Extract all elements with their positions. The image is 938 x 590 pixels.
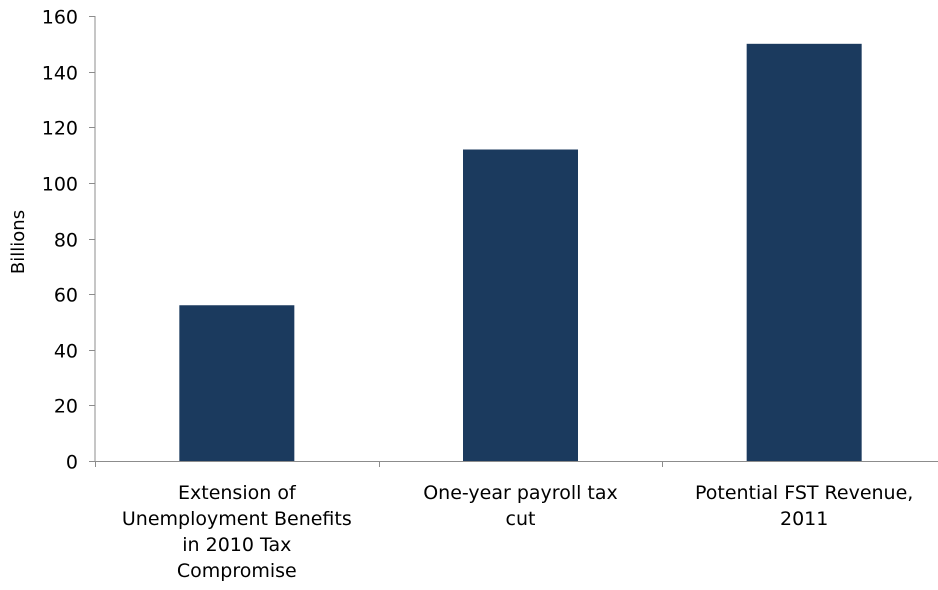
x-tick-label-line: Unemployment Benefits xyxy=(122,508,352,530)
bar xyxy=(179,305,295,461)
x-tick-label: One-year payroll tax cut xyxy=(423,482,618,530)
y-tick-label: 100 xyxy=(42,174,78,196)
x-tick-label-line: One-year payroll tax xyxy=(423,482,618,504)
x-tick-label-line: Compromise xyxy=(177,560,297,582)
y-axis-label: Billions xyxy=(8,210,29,274)
y-tick-label: 0 xyxy=(66,452,78,474)
x-tick-label-line: Extension of xyxy=(178,482,297,504)
bar xyxy=(463,149,578,461)
x-axis xyxy=(95,461,938,467)
x-tick-labels: Extension of Unemployment Benefits in 2010… xyxy=(122,482,913,582)
bars xyxy=(179,43,862,461)
y-tick-label: 120 xyxy=(42,118,78,140)
x-tick-label-line: Potential FST Revenue, xyxy=(695,482,913,504)
y-tick-label: 140 xyxy=(42,63,78,85)
y-tick-label: 80 xyxy=(54,230,78,252)
x-tick-label-line: cut xyxy=(506,508,536,530)
x-tick-label-line: in 2010 Tax xyxy=(182,534,291,556)
bar xyxy=(746,43,862,461)
x-tick-label: Potential FST Revenue, 2011 xyxy=(695,482,913,530)
y-tick-label: 40 xyxy=(54,341,78,363)
y-tick-label: 160 xyxy=(42,7,78,29)
y-tick-label: 60 xyxy=(54,285,78,307)
y-axis: 0 20 40 60 80 100 120 140 160 xyxy=(42,7,96,474)
x-tick-label: Extension of Unemployment Benefits in 2010… xyxy=(122,482,352,582)
x-tick-label-line: 2011 xyxy=(780,508,828,530)
y-tick-label: 20 xyxy=(54,396,78,418)
